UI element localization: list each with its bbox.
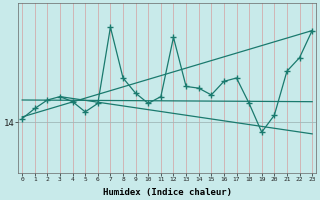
X-axis label: Humidex (Indice chaleur): Humidex (Indice chaleur) <box>103 188 232 197</box>
